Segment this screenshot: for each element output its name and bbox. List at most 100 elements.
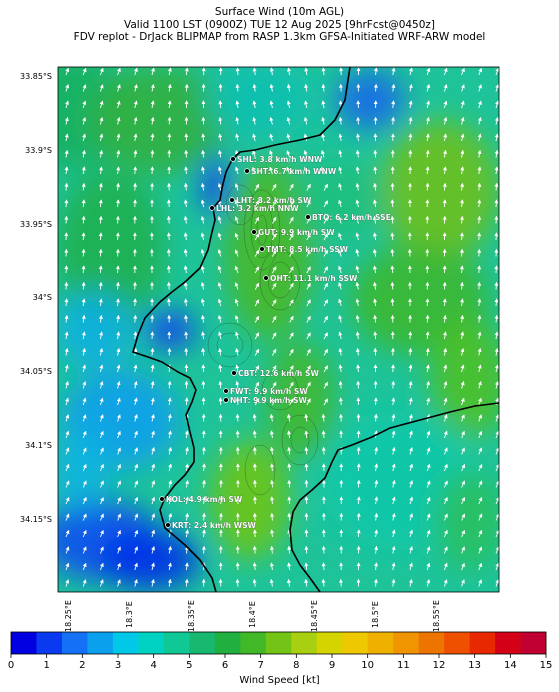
station-marker: SHT: 6.7 km/h WNW — [244, 167, 337, 176]
lat-tick: 33.9°S — [25, 146, 52, 155]
colorbar-segment — [112, 632, 139, 654]
colorbar-label: Wind Speed [kt] — [239, 675, 320, 686]
station-marker: CBT: 12.6 km/h SW — [231, 369, 320, 378]
station-dot — [223, 388, 229, 394]
station-label: KRT: 2.4 km/h WSW — [172, 521, 257, 530]
station-label: CBT: 12.6 km/h SW — [238, 369, 319, 378]
colorbar-segment — [11, 632, 37, 654]
colorbar-segment — [342, 632, 368, 654]
lon-tick: 18.5°E — [371, 601, 380, 628]
colorbar-tick-label: 5 — [186, 660, 193, 671]
lat-tick: 34.05°S — [20, 367, 52, 376]
plot-area: SHL: 3.8 km/h WNW SHT: 6.7 km/h WNW LHT: 8… — [58, 67, 499, 592]
colorbar-segment — [138, 632, 165, 654]
colorbar-segment — [240, 632, 267, 654]
station-label: OHT: 11.1 km/h SSW — [270, 274, 358, 283]
station-label: SHT: 6.7 km/h WNW — [251, 167, 337, 176]
map-title: Surface Wind (10m AGL) — [214, 6, 345, 18]
station-dot — [231, 370, 237, 376]
lon-tick: 18.35°E — [187, 600, 196, 632]
colorbar-segment — [36, 632, 63, 654]
station-marker: TMT: 8.5 km/h SSW — [259, 245, 349, 254]
lat-tick: 33.85°S — [20, 72, 52, 81]
station-label: TMT: 8.5 km/h SSW — [266, 245, 349, 254]
station-label: LHL: 3.2 km/h NNW — [216, 204, 299, 213]
lat-tick: 34.1°S — [25, 441, 52, 450]
station-marker: KOL: 4.9 km/h SW — [159, 495, 243, 504]
colorbar-tick-label: 14 — [503, 660, 517, 671]
colorbar-tick-label: 4 — [150, 660, 157, 671]
lon-tick: 18.4°E — [248, 601, 257, 628]
station-dot — [209, 205, 215, 211]
colorbar-segment — [214, 632, 241, 654]
lon-tick: 18.3°E — [125, 601, 134, 628]
station-label: FWT: 9.9 km/h SW — [230, 387, 308, 396]
colorbar-tick-label: 6 — [221, 660, 229, 671]
colorbar-segment — [520, 632, 547, 654]
colorbar-segment — [495, 632, 521, 654]
station-dot — [263, 275, 269, 281]
station-label: BTO: 6.2 km/h SSE — [312, 213, 391, 222]
station-dot — [229, 197, 235, 203]
station-marker: LHL: 3.2 km/h NNW — [209, 204, 299, 213]
lat-tick: 34°S — [32, 293, 52, 302]
station-label: LHT: 8.2 km/h SW — [236, 196, 312, 205]
valid-time: Valid 1100 LST (0900Z) TUE 12 Aug 2025 [… — [123, 18, 436, 31]
colorbar-segment — [265, 632, 292, 654]
colorbar-segment — [418, 632, 445, 654]
colorbar-segment — [61, 632, 88, 654]
colorbar-tick-label: 15 — [539, 660, 553, 671]
lon-tick: 18.55°E — [432, 600, 441, 632]
station-dot — [159, 496, 165, 502]
station-dot — [230, 156, 236, 162]
colorbar-segment — [444, 632, 470, 654]
station-label: KOL: 4.9 km/h SW — [166, 495, 243, 504]
colorbar-tick-label: 1 — [43, 660, 50, 671]
colorbar-tick-label: 12 — [432, 660, 446, 671]
colorbar-segment — [393, 632, 419, 654]
colorbar-segment — [316, 632, 343, 654]
station-markers: SHL: 3.8 km/h WNW SHT: 6.7 km/h WNW LHT: 8… — [159, 155, 391, 530]
lat-tick: 33.95°S — [20, 220, 52, 229]
station-marker: FWT: 9.9 km/h SW — [223, 387, 309, 396]
colorbar-tick-label: 13 — [468, 660, 482, 671]
colorbar-tick-label: 2 — [79, 660, 86, 671]
station-label: GUT: 9.9 km/h SW — [258, 228, 335, 237]
colorbar-segment — [189, 632, 216, 654]
station-label: SHL: 3.8 km/h WNW — [237, 155, 323, 164]
colorbar-segment — [367, 632, 394, 654]
colorbar-tick-label: 10 — [361, 660, 375, 671]
coastline — [132, 67, 499, 592]
station-dot — [251, 229, 257, 235]
lat-tick: 34.15°S — [20, 515, 52, 524]
lon-tick: 18.25°E — [64, 600, 73, 632]
station-marker: KRT: 2.4 km/h WSW — [165, 521, 257, 530]
terrain-contours — [207, 184, 319, 496]
colorbar-tick-label: 7 — [257, 660, 264, 671]
station-marker: SHL: 3.8 km/h WNW — [230, 155, 323, 164]
colorbar-tick-label: 8 — [293, 660, 300, 671]
station-dot — [244, 168, 250, 174]
colorbar-segment — [291, 632, 318, 654]
wind-speed-field — [58, 67, 499, 590]
station-marker: NHT: 9.9 km/h SW — [223, 396, 308, 405]
station-dot — [259, 246, 265, 252]
station-dot — [305, 214, 311, 220]
station-label: NHT: 9.9 km/h SW — [230, 396, 308, 405]
station-marker: OHT: 11.1 km/h SSW — [263, 274, 358, 283]
colorbar-segment — [87, 632, 114, 654]
station-dot — [223, 397, 229, 403]
colorbar-segment — [163, 632, 190, 654]
station-marker: GUT: 9.9 km/h SW — [251, 228, 335, 237]
wind-vectors — [64, 67, 499, 587]
station-marker: BTO: 6.2 km/h SSE — [305, 213, 391, 222]
colorbar — [10, 631, 547, 658]
colorbar-tick-label: 0 — [7, 660, 15, 671]
lon-tick: 18.45°E — [310, 600, 319, 632]
colorbar-tick-label: 11 — [396, 660, 410, 671]
station-dot — [165, 522, 171, 528]
colorbar-segment — [469, 632, 496, 654]
station-marker: LHT: 8.2 km/h SW — [229, 196, 312, 205]
source-line: FDV replot - DrJack BLIPMAP from RASP 1.… — [73, 31, 486, 43]
